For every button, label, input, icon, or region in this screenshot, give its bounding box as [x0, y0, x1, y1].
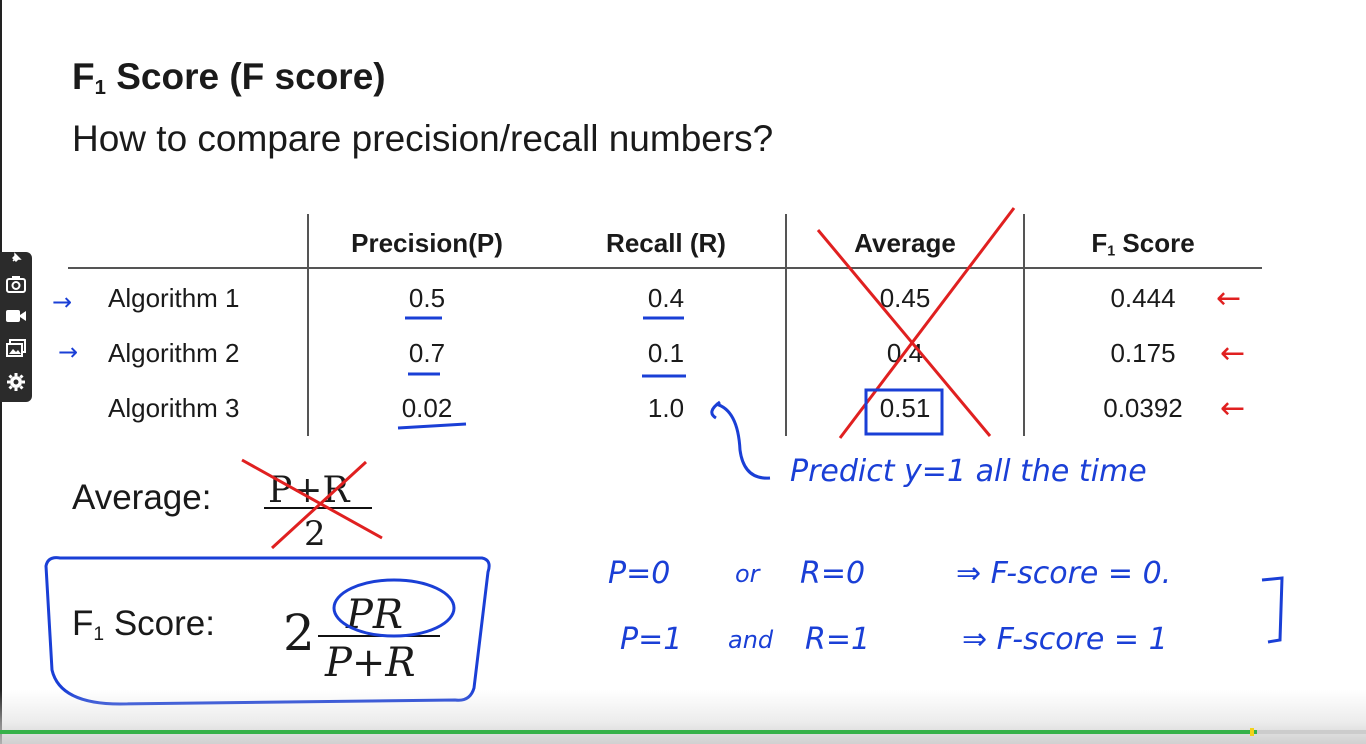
average-label: Average:: [72, 478, 212, 517]
video-progress-bar[interactable]: [0, 728, 1366, 736]
f1-denominator: P+R: [325, 640, 416, 686]
row-f1: 0.175: [1110, 338, 1176, 368]
arrow-red-2: ←: [1220, 336, 1246, 371]
row-f1: 0.0392: [1103, 393, 1183, 423]
header-average: Average: [854, 228, 956, 258]
header-recall: Recall (R): [606, 228, 726, 258]
row-recall: 0.4: [647, 283, 685, 313]
row-recall: 0.1: [647, 338, 685, 368]
header-precision: Precision(P): [351, 228, 503, 258]
predict-note: Predict y=1 all the time: [790, 454, 1147, 489]
f1-coefficient: 2: [283, 604, 315, 662]
arrow-row1: →: [52, 288, 73, 316]
video-controls-overlay: [0, 690, 1366, 744]
row-name: Algorithm 2: [108, 338, 240, 368]
note-line2-left: P=1: [620, 622, 683, 657]
arrow-red-1: ←: [1216, 281, 1242, 316]
row-name: Algorithm 3: [108, 393, 240, 423]
header-f1-score: F1 Score: [1091, 228, 1195, 260]
row-average: 0.45: [879, 283, 931, 313]
row-f1: 0.444: [1110, 283, 1176, 313]
video-progress-fill: [0, 730, 1257, 734]
f1-numerator: PR: [346, 592, 404, 638]
row-recall: 1.0: [647, 393, 685, 423]
video-icon[interactable]: [4, 304, 28, 328]
row-precision: 0.7: [408, 338, 446, 368]
arrow-row2: →: [58, 338, 79, 366]
pin-icon[interactable]: [4, 252, 28, 264]
row-precision: 0.5: [408, 283, 446, 313]
side-toolbar: [0, 252, 32, 402]
average-numerator: P+R: [268, 470, 350, 511]
arrow-red-3: ←: [1220, 391, 1246, 426]
note-line2-result: ⇒ F-score = 1: [962, 622, 1168, 657]
gallery-icon[interactable]: [4, 336, 28, 360]
f1-label: F1 Score:: [72, 604, 215, 645]
row-average: 0.51: [879, 393, 931, 423]
note-line1-result: ⇒ F-score = 0.: [956, 556, 1172, 591]
row-precision: 0.02: [401, 393, 453, 423]
average-denominator: 2: [304, 514, 326, 554]
note-line2-right: R=1: [805, 622, 871, 657]
row-average: 0.4: [886, 338, 924, 368]
note-line2-mid: and: [728, 626, 774, 654]
slide-title: F1 Score (F score): [72, 56, 386, 100]
progress-marker: [1250, 728, 1254, 736]
note-line1-left: P=0: [608, 556, 671, 591]
note-line1-right: R=0: [800, 556, 866, 591]
gear-icon[interactable]: [4, 370, 28, 394]
row-name: Algorithm 1: [108, 283, 240, 313]
slide-subtitle: How to compare precision/recall numbers?: [72, 118, 774, 159]
camera-icon[interactable]: [4, 272, 28, 296]
note-line1-mid: or: [735, 560, 760, 588]
